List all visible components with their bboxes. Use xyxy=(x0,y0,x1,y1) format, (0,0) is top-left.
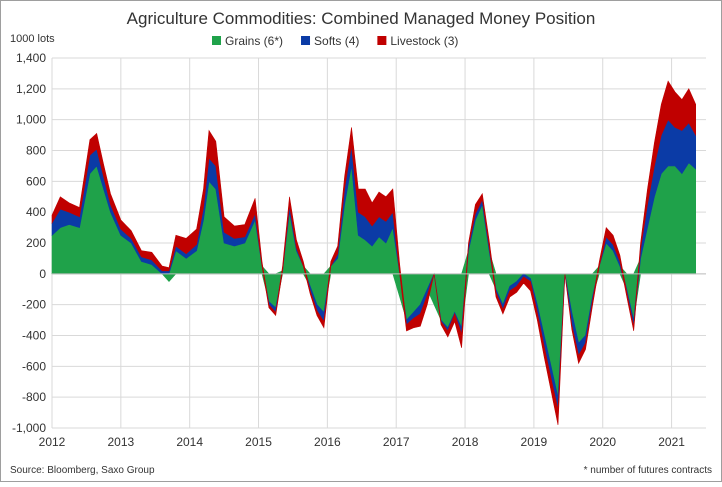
y-axis-tick-labels: -1,000 -800 -600 -400 -200 0 200 400 600 800 1,000… xyxy=(12,51,46,435)
y-tick-label: 600 xyxy=(26,174,46,188)
footnote: * number of futures contracts xyxy=(584,465,712,476)
source-note: Source: Bloomberg, Saxo Group xyxy=(10,465,155,476)
area-series-3 xyxy=(51,80,696,425)
x-tick-label: 2012 xyxy=(39,435,66,449)
x-tick-label: 2021 xyxy=(658,435,685,449)
chart-title: Agriculture Commodities: Combined Manage… xyxy=(127,9,596,28)
y-tick-label: -200 xyxy=(22,298,46,312)
y-tick-label: 1,000 xyxy=(16,113,46,127)
legend-swatch xyxy=(301,36,311,45)
x-tick-label: 2020 xyxy=(589,435,616,449)
y-tick-label: -400 xyxy=(22,329,46,343)
x-tick-label: 2014 xyxy=(176,435,203,449)
y-tick-label: 400 xyxy=(26,205,46,219)
x-tick-label: 2015 xyxy=(245,435,272,449)
y-tick-label: 200 xyxy=(26,236,46,250)
x-tick-label: 2019 xyxy=(521,435,548,449)
x-tick-label: 2013 xyxy=(107,435,134,449)
y-tick-label: 800 xyxy=(26,144,46,158)
x-tick-label: 2017 xyxy=(383,435,410,449)
legend-label: Softs (4) xyxy=(314,34,359,48)
y-tick-label: 0 xyxy=(39,267,46,281)
y-tick-label: -1,000 xyxy=(12,421,46,435)
legend-label: Livestock (3) xyxy=(390,34,458,48)
x-axis-tick-labels: 2012 2013 2014 2015 2016 2017 2018 2019 2020 2021 xyxy=(39,435,686,449)
x-tick-label: 2018 xyxy=(452,435,479,449)
y-tick-label: 1,400 xyxy=(16,51,46,65)
legend: Grains (6*) Softs (4) Livestock (3) xyxy=(212,34,458,48)
y-axis-unit-label: 1000 lots xyxy=(10,33,55,45)
y-tick-label: -800 xyxy=(22,390,46,404)
y-tick-label: 1,200 xyxy=(16,82,46,96)
legend-swatch xyxy=(212,36,221,45)
x-tick-label: 2016 xyxy=(314,435,341,449)
y-tick-label: -600 xyxy=(22,359,46,373)
legend-swatch xyxy=(377,36,387,45)
legend-label: Grains (6*) xyxy=(225,34,283,48)
